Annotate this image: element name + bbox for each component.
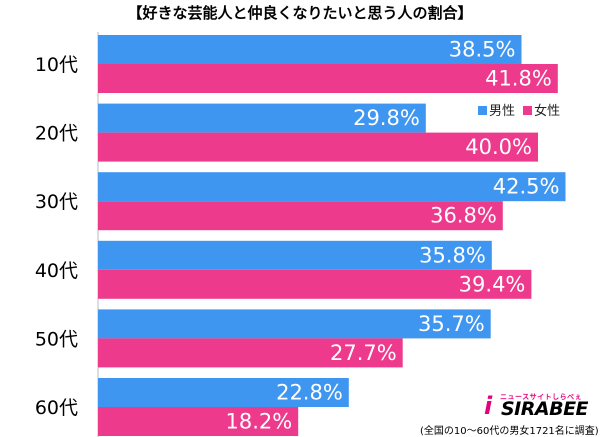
chart-title: 【好きな芸能人と仲良くなりたいと思う人の割合】 [127,4,473,22]
data-label: 38.5% [449,38,516,62]
legend-male-swatch [478,106,487,115]
data-label: 22.8% [276,381,343,405]
legend-female-label: 女性 [534,104,561,119]
data-label: 35.8% [419,243,486,267]
bar-male [98,240,492,270]
category-label: 40代 [35,260,78,282]
data-label: 42.5% [493,175,560,199]
bar-female [98,201,503,231]
bar-male [98,35,522,64]
data-label: 35.7% [418,312,485,336]
bar-female [98,407,299,436]
category-label: 20代 [35,123,78,145]
logo-i-icon: i [484,392,493,420]
data-label: 29.8% [353,106,420,130]
data-label: 40.0% [465,135,532,159]
legend-female-swatch [523,106,533,115]
footnote: (全国の10〜60代の男女1721名に調査) [420,426,599,437]
bar-female [98,338,403,368]
data-label: 27.7% [330,341,397,365]
data-label: 41.8% [485,67,552,91]
legend: 男性 女性 [474,103,578,121]
data-label: 39.4% [459,272,526,296]
category-label: 50代 [35,328,78,350]
bar-male [98,103,426,133]
bar-male [98,378,349,407]
category-label: 60代 [35,397,78,419]
logo-text: SIRABEE [501,398,589,420]
bar-female [98,132,538,162]
data-label: 18.2% [225,410,292,434]
bar-male [98,309,491,339]
logo-tagline: ニュースサイトしらべぇ [500,393,583,401]
sirabee-logo: ニュースサイトしらべぇ i SIRABEE [484,393,590,419]
data-label: 36.8% [430,204,497,228]
category-label: 10代 [35,54,78,76]
bar-female [98,64,558,93]
category-label: 30代 [35,191,78,213]
bar-female [98,269,532,299]
legend-male-label: 男性 [489,104,516,119]
bar-male [98,172,566,202]
